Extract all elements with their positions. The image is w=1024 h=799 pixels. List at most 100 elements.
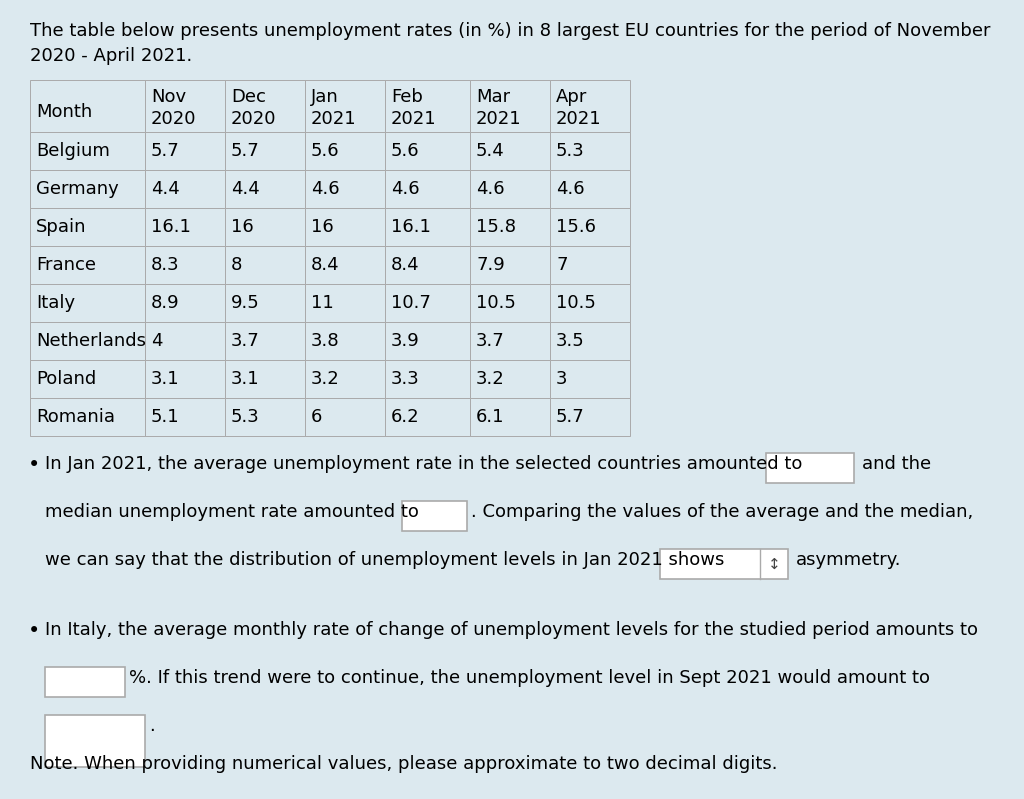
Text: 4: 4: [151, 332, 163, 350]
Text: 2021: 2021: [476, 110, 521, 128]
Bar: [305, 322, 385, 360]
Bar: [30, 246, 145, 284]
Text: Spain: Spain: [36, 218, 86, 236]
Text: 3.2: 3.2: [476, 370, 505, 388]
Text: 5.3: 5.3: [231, 408, 260, 426]
Bar: [385, 80, 470, 132]
Text: 3.1: 3.1: [151, 370, 179, 388]
Text: 3.2: 3.2: [311, 370, 340, 388]
Bar: [550, 246, 630, 284]
Text: 2020 - April 2021.: 2020 - April 2021.: [30, 47, 193, 65]
Text: 9.5: 9.5: [231, 294, 260, 312]
Text: 3.1: 3.1: [231, 370, 260, 388]
Bar: [305, 398, 385, 436]
Text: 4.4: 4.4: [231, 180, 260, 198]
Bar: [385, 360, 470, 398]
Text: 2021: 2021: [311, 110, 356, 128]
Text: 6: 6: [311, 408, 323, 426]
Text: 15.8: 15.8: [476, 218, 516, 236]
Text: 3.5: 3.5: [556, 332, 585, 350]
Bar: [550, 322, 630, 360]
Bar: [225, 398, 305, 436]
Text: asymmetry.: asymmetry.: [796, 551, 901, 569]
Text: Belgium: Belgium: [36, 142, 110, 160]
Text: median unemployment rate amounted to: median unemployment rate amounted to: [45, 503, 419, 521]
Text: Romania: Romania: [36, 408, 115, 426]
Bar: [766, 453, 854, 483]
Bar: [145, 246, 225, 284]
Bar: [305, 246, 385, 284]
Text: 5.7: 5.7: [231, 142, 260, 160]
Bar: [305, 170, 385, 208]
Text: 3: 3: [556, 370, 567, 388]
Bar: [305, 80, 385, 132]
Text: Nov: Nov: [151, 88, 186, 106]
Bar: [305, 284, 385, 322]
Text: 16.1: 16.1: [391, 218, 431, 236]
Text: we can say that the distribution of unemployment levels in Jan 2021 shows: we can say that the distribution of unem…: [45, 551, 724, 569]
Text: 5.6: 5.6: [391, 142, 420, 160]
Bar: [305, 360, 385, 398]
Bar: [145, 322, 225, 360]
Text: 2021: 2021: [391, 110, 436, 128]
Text: 15.6: 15.6: [556, 218, 596, 236]
Text: 8.9: 8.9: [151, 294, 179, 312]
Text: •: •: [28, 621, 40, 641]
Bar: [30, 284, 145, 322]
Text: 10.7: 10.7: [391, 294, 431, 312]
Bar: [305, 132, 385, 170]
Text: 10.5: 10.5: [476, 294, 516, 312]
Text: 5.6: 5.6: [311, 142, 340, 160]
Bar: [145, 284, 225, 322]
Bar: [385, 246, 470, 284]
Text: 5.3: 5.3: [556, 142, 585, 160]
Text: France: France: [36, 256, 96, 274]
Text: Germany: Germany: [36, 180, 119, 198]
Text: 7.9: 7.9: [476, 256, 505, 274]
Text: 2020: 2020: [231, 110, 276, 128]
Text: In Jan 2021, the average unemployment rate in the selected countries amounted to: In Jan 2021, the average unemployment ra…: [45, 455, 803, 473]
Bar: [385, 208, 470, 246]
Bar: [470, 284, 550, 322]
Bar: [145, 360, 225, 398]
Bar: [45, 715, 145, 767]
Bar: [145, 170, 225, 208]
Text: 6.1: 6.1: [476, 408, 505, 426]
Text: 3.7: 3.7: [231, 332, 260, 350]
Text: The table below presents unemployment rates (in %) in 8 largest EU countries for: The table below presents unemployment ra…: [30, 22, 990, 40]
Bar: [145, 132, 225, 170]
Text: ↕: ↕: [768, 556, 780, 571]
Bar: [30, 132, 145, 170]
Text: 10.5: 10.5: [556, 294, 596, 312]
Bar: [385, 322, 470, 360]
Bar: [470, 322, 550, 360]
Text: In Italy, the average monthly rate of change of unemployment levels for the stud: In Italy, the average monthly rate of ch…: [45, 621, 978, 639]
Text: Apr: Apr: [556, 88, 588, 106]
Bar: [470, 246, 550, 284]
Text: 11: 11: [311, 294, 334, 312]
Text: 2021: 2021: [556, 110, 602, 128]
Bar: [550, 208, 630, 246]
Text: .: .: [150, 717, 155, 735]
Bar: [385, 284, 470, 322]
Text: 8: 8: [231, 256, 243, 274]
Text: 7: 7: [556, 256, 567, 274]
Bar: [660, 549, 788, 579]
Bar: [145, 208, 225, 246]
Text: 5.1: 5.1: [151, 408, 179, 426]
Bar: [30, 360, 145, 398]
Text: 8.4: 8.4: [311, 256, 340, 274]
Bar: [30, 398, 145, 436]
Bar: [225, 322, 305, 360]
Text: Netherlands: Netherlands: [36, 332, 146, 350]
Text: Mar: Mar: [476, 88, 510, 106]
Bar: [550, 80, 630, 132]
Bar: [225, 246, 305, 284]
Text: . Comparing the values of the average and the median,: . Comparing the values of the average an…: [471, 503, 973, 521]
Text: 3.3: 3.3: [391, 370, 420, 388]
Bar: [225, 132, 305, 170]
Text: 8.3: 8.3: [151, 256, 179, 274]
Text: Note. When providing numerical values, please approximate to two decimal digits.: Note. When providing numerical values, p…: [30, 755, 777, 773]
Bar: [550, 398, 630, 436]
Text: •: •: [28, 455, 40, 475]
